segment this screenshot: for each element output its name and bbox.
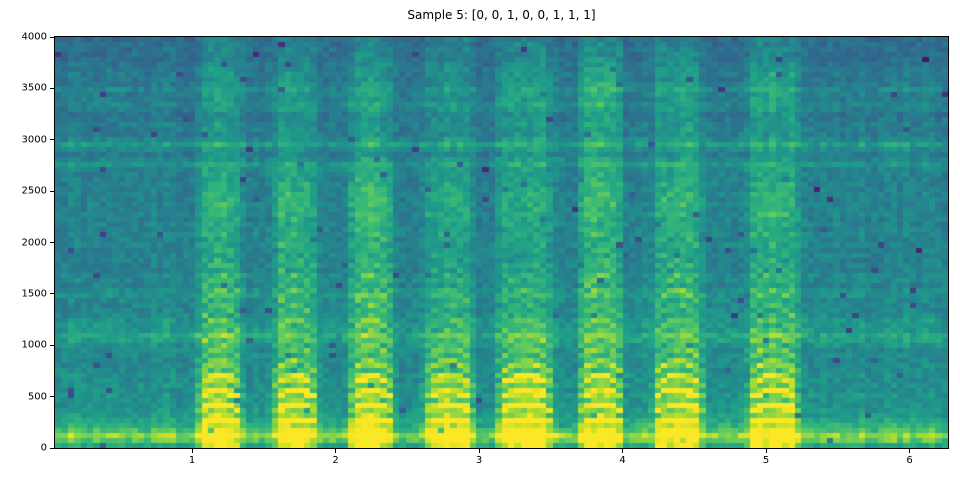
x-tick-label: 4 (619, 455, 626, 466)
x-tick-label: 3 (475, 455, 483, 466)
x-tick-mark (335, 449, 337, 453)
y-tick-label: 500 (27, 391, 47, 403)
x-tick-mark (191, 449, 193, 453)
plot-title: Sample 5: [0, 0, 1, 0, 0, 1, 1, 1] (407, 8, 596, 22)
y-tick-mark (50, 396, 54, 398)
y-tick-label: 1000 (21, 339, 47, 351)
x-tick-mark (478, 449, 480, 453)
y-tick-label: 3500 (21, 82, 47, 94)
x-tick-mark (909, 449, 911, 453)
y-tick-mark (50, 293, 54, 295)
y-tick-mark (50, 36, 54, 38)
y-tick-mark (50, 447, 54, 449)
y-tick-mark (50, 87, 54, 89)
y-tick-mark (50, 190, 54, 192)
y-tick-label: 4000 (21, 31, 47, 43)
x-tick-label: 2 (332, 455, 339, 466)
y-tick-label: 2500 (21, 185, 47, 197)
y-tick-label: 2000 (21, 237, 47, 248)
y-tick-label: 0 (40, 442, 47, 454)
spectrogram-canvas (55, 37, 948, 448)
y-tick-label: 3000 (21, 134, 47, 146)
y-tick-mark (50, 242, 54, 243)
y-tick-mark (50, 139, 54, 141)
axes-frame (54, 36, 949, 449)
x-tick-label: 1 (188, 455, 196, 466)
y-tick-mark (50, 344, 54, 346)
x-tick-label: 5 (762, 455, 770, 466)
x-tick-mark (765, 449, 767, 453)
x-tick-label: 6 (906, 455, 913, 466)
y-tick-label: 1500 (21, 288, 47, 300)
x-tick-mark (622, 449, 624, 453)
